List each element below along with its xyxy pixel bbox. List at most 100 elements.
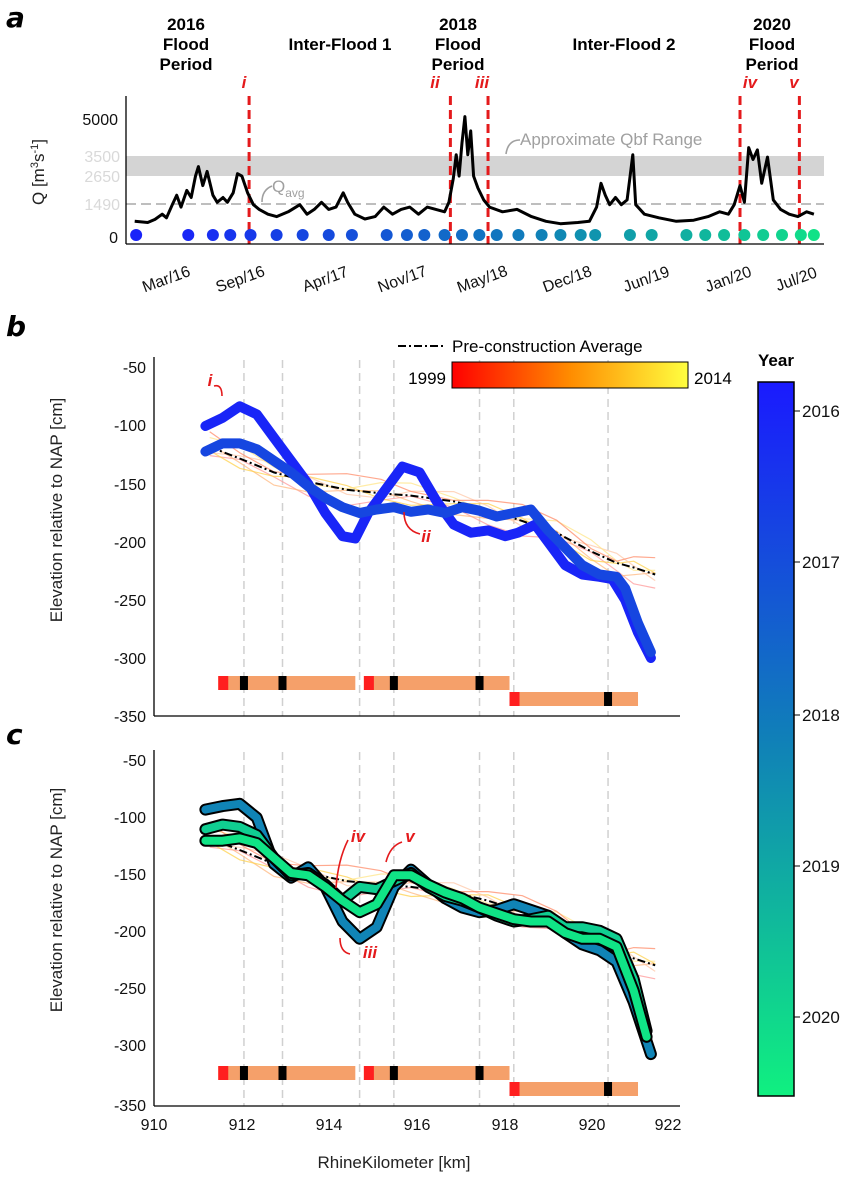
profile-line	[200, 438, 656, 658]
structure-black-block	[278, 1066, 287, 1080]
structure-bar	[509, 692, 639, 706]
period-label-2018-line2: Flood	[435, 35, 481, 54]
flag-iv-c: iv	[351, 827, 367, 846]
period-label-2016-line3: Period	[160, 55, 213, 74]
legend-preconstruction-label: Pre-construction Average	[452, 337, 643, 356]
survey-marker	[554, 229, 567, 241]
profile-line	[201, 834, 651, 1041]
flag-iii-a: iii	[475, 73, 490, 92]
event-lines-a	[247, 96, 801, 244]
a-xtick-sep16: Sep/16	[214, 263, 268, 296]
flag-i-b: i	[208, 371, 214, 390]
legend-gradient-start: 1999	[408, 369, 446, 388]
survey-marker	[718, 229, 731, 241]
survey-marker	[322, 229, 335, 241]
qavg-annotation-label: Qavg	[272, 177, 305, 200]
c-xtick-920: 920	[579, 1117, 606, 1134]
structure-black-block	[475, 1066, 484, 1080]
structure-bar	[363, 1066, 510, 1080]
period-labels: 2016 Flood Period Inter-Flood 1 2018 Flo…	[160, 15, 799, 74]
a-xtick-mar16: Mar/16	[140, 263, 193, 296]
cb-tick-2016: 2016	[802, 402, 840, 421]
survey-marker	[490, 229, 503, 241]
panel-b-letter: b	[6, 310, 26, 343]
survey-marker	[738, 229, 751, 241]
cb-tick-2019: 2019	[802, 857, 840, 876]
flag-i-b-leader	[213, 384, 223, 397]
structure-black-block	[239, 676, 248, 690]
survey-marker	[296, 229, 309, 241]
panel-b-y-ticks: -50 -100 -150 -200 -250 -300 -350	[114, 360, 146, 726]
survey-marker	[206, 229, 219, 241]
flag-v-a: v	[789, 73, 800, 92]
c-xtick-922: 922	[655, 1117, 682, 1134]
survey-marker	[512, 229, 525, 241]
survey-marker	[589, 229, 602, 241]
period-label-2020-line1: 2020	[753, 15, 791, 34]
a-xtick-jun19: Jun/19	[621, 264, 672, 296]
structure-red-block	[363, 1066, 374, 1080]
a-ytick-1490: 1490	[84, 197, 120, 214]
flag-ii-b-leader	[403, 511, 421, 535]
b-ytick-300: -300	[114, 651, 146, 668]
flag-iii-c: iii	[363, 943, 378, 962]
c-xtick-916: 916	[404, 1117, 431, 1134]
c-ytick-350: -350	[114, 1098, 146, 1115]
panel-b-grid	[243, 360, 609, 716]
survey-marker	[438, 229, 451, 241]
panel-b-structures	[218, 676, 639, 706]
c-xtick-912: 912	[229, 1117, 256, 1134]
survey-marker	[535, 229, 548, 241]
panel-b-ylabel: Elevation relative to NAP [cm]	[47, 398, 66, 623]
period-label-2016-line2: Flood	[163, 35, 209, 54]
survey-marker	[418, 229, 431, 241]
panel-a-ylabel: Q [m3s-1]	[29, 139, 48, 205]
survey-marker	[224, 229, 237, 241]
panel-a-x-ticks: Mar/16 Sep/16 Apr/17 Nov/17 May/18 Dec/1…	[140, 263, 819, 297]
a-xtick-may18: May/18	[455, 263, 510, 297]
b-ytick-50: -50	[123, 360, 146, 377]
survey-marker	[345, 229, 358, 241]
c-ytick-300: -300	[114, 1038, 146, 1055]
a-xtick-apr17: Apr/17	[300, 264, 350, 296]
survey-marker	[130, 229, 143, 241]
cb-tick-2017: 2017	[802, 553, 840, 572]
panel-c-historical-profiles	[209, 822, 656, 980]
structure-black-block	[278, 676, 287, 690]
qavg-annotation-leader	[261, 185, 273, 203]
survey-marker	[807, 229, 820, 241]
survey-marker	[776, 229, 789, 241]
structure-black-block	[475, 676, 484, 690]
structure-black-block	[604, 1082, 613, 1096]
survey-marker	[455, 229, 468, 241]
structure-bar	[218, 676, 356, 690]
a-ytick-2650: 2650	[84, 169, 120, 186]
year-colorbar	[757, 381, 795, 1097]
cb-tick-2020: 2020	[802, 1008, 840, 1027]
b-ytick-100: -100	[114, 418, 146, 435]
period-label-inter-flood-1: Inter-Flood 1	[289, 35, 392, 54]
flag-iv-a: iv	[743, 73, 759, 92]
structure-black-block	[389, 676, 398, 690]
discharge-line	[134, 115, 815, 226]
a-xtick-jul20: Jul/20	[773, 264, 819, 295]
survey-marker	[574, 229, 587, 241]
flag-iv-c-leader	[335, 839, 349, 889]
panel-c-letter: c	[6, 718, 23, 751]
b-ytick-200: -200	[114, 535, 146, 552]
colorbar-ticks: 2016 2017 2018 2019 2020	[794, 402, 840, 1027]
a-xtick-nov17: Nov/17	[376, 263, 430, 296]
structure-bar	[363, 676, 510, 690]
survey-marker	[270, 229, 283, 241]
qbf-range-band	[126, 156, 824, 176]
c-ytick-150: -150	[114, 867, 146, 884]
legend-gradient-end: 2014	[694, 369, 732, 388]
survey-marker	[645, 229, 658, 241]
survey-marker	[699, 229, 712, 241]
structure-black-block	[239, 1066, 248, 1080]
panel-a-letter: a	[6, 1, 25, 34]
profile-line	[200, 401, 656, 663]
survey-marker	[680, 229, 693, 241]
structure-red-block	[509, 692, 520, 706]
